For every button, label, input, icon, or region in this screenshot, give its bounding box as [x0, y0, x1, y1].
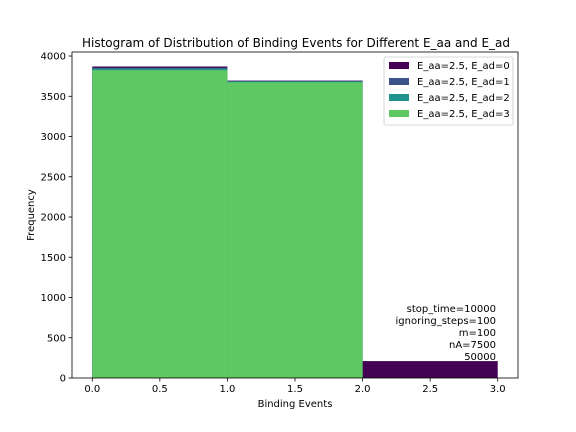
legend-label-1: E_aa=2.5, E_ad=1 [417, 77, 510, 88]
bar-s0-b2 [362, 361, 498, 378]
legend-box [383, 56, 514, 126]
x-tick-label-2: 1.0 [219, 384, 235, 395]
chart-title: Histogram of Distribution of Binding Eve… [82, 36, 510, 50]
annotation-line-2: m=100 [459, 328, 496, 339]
annotation-line-4: 50000 [464, 352, 496, 363]
legend-label-0: E_aa=2.5, E_ad=0 [417, 61, 510, 72]
legend: E_aa=2.5, E_ad=0 E_aa=2.5, E_ad=1 E_aa=2.5… [383, 56, 514, 126]
x-tick-label-4: 2.0 [355, 384, 371, 395]
y-tick-label-1: 500 [47, 333, 66, 344]
legend-swatch-1 [389, 78, 409, 85]
y-axis-label: Frequency [26, 189, 37, 241]
bars-layer [92, 66, 498, 379]
bar-s3-b1 [227, 82, 363, 379]
y-axis: 0 500 1000 1500 2000 2500 3000 3500 4000 [41, 52, 72, 385]
x-tick-label-1: 0.5 [152, 384, 168, 395]
x-tick-label-5: 2.5 [422, 384, 438, 395]
x-tick-label-0: 0.0 [84, 384, 100, 395]
legend-swatch-3 [389, 110, 409, 117]
legend-swatch-2 [389, 94, 409, 101]
x-axis: 0.0 0.5 1.0 1.5 2.0 2.5 3.0 [84, 378, 506, 395]
y-tick-label-3: 1500 [41, 253, 66, 264]
legend-label-2: E_aa=2.5, E_ad=2 [417, 93, 510, 104]
x-axis-label: Binding Events [258, 399, 333, 410]
legend-swatch-0 [389, 62, 409, 69]
y-tick-label-6: 3000 [41, 132, 66, 143]
annotation-block: stop_time=10000ignoring_steps=100m=100nA… [396, 304, 496, 363]
x-tick-label-3: 1.5 [287, 384, 303, 395]
annotation-line-0: stop_time=10000 [407, 304, 496, 315]
y-tick-label-7: 3500 [41, 92, 66, 103]
bar-s3-b0 [92, 70, 228, 378]
y-tick-label-5: 2500 [41, 172, 66, 183]
y-tick-label-2: 1000 [41, 293, 66, 304]
y-tick-label-0: 0 [60, 374, 66, 385]
y-tick-label-4: 2000 [41, 213, 66, 224]
annotation-line-3: nA=7500 [449, 340, 496, 351]
annotation-line-1: ignoring_steps=100 [396, 316, 496, 327]
x-tick-label-6: 3.0 [490, 384, 506, 395]
y-tick-label-8: 4000 [41, 52, 66, 63]
legend-label-3: E_aa=2.5, E_ad=3 [417, 109, 510, 120]
